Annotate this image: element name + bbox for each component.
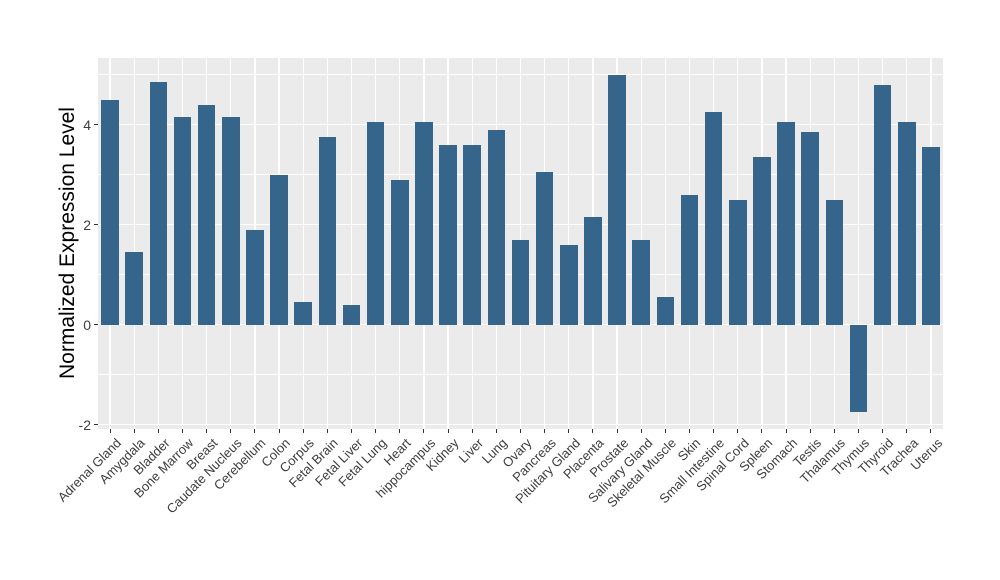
bar-cerebellum <box>246 229 264 325</box>
bar-pancreas <box>535 172 554 325</box>
category-gridline <box>857 58 860 429</box>
x-tick-mark <box>447 429 449 433</box>
y-tick-label: -2 <box>78 416 91 433</box>
bar-spinal-cord <box>728 199 747 325</box>
bar-liver <box>463 144 481 325</box>
bar-small-intestine <box>704 112 723 325</box>
bar-kidney <box>439 144 457 325</box>
x-tick-mark <box>423 429 425 433</box>
x-tick-mark <box>713 429 715 433</box>
bar-colon <box>270 174 288 325</box>
x-tick-mark <box>640 429 642 433</box>
bar-heart <box>390 179 409 325</box>
bar-amygdala <box>125 252 143 325</box>
x-tick-mark <box>544 429 546 433</box>
x-tick-mark <box>326 429 328 433</box>
bar-bladder <box>149 82 168 325</box>
bar-fetal-lung <box>366 122 385 325</box>
x-tick-mark <box>833 429 835 433</box>
bar-prostate <box>608 74 626 325</box>
x-tick-mark <box>882 429 884 433</box>
x-tick-mark <box>471 429 473 433</box>
bar-ovary <box>511 239 530 325</box>
category-gridline <box>302 58 304 429</box>
bar-corpus <box>294 302 312 325</box>
bar-thalamus <box>825 199 844 325</box>
y-tick-mark <box>94 324 98 325</box>
bar-breast <box>197 104 216 325</box>
y-tick-mark <box>94 424 98 425</box>
bar-hippocampus <box>415 122 433 325</box>
bar-salivary-gland <box>632 239 650 325</box>
x-tick-mark <box>930 429 932 433</box>
x-tick-mark <box>616 429 618 433</box>
x-tick-mark <box>230 429 232 433</box>
bar-placenta <box>584 217 602 325</box>
x-tick-mark <box>737 429 739 433</box>
x-tick-mark <box>182 429 183 433</box>
y-axis-title: Normalized Expression Level <box>56 107 79 379</box>
bar-skeletal-muscle <box>656 297 675 325</box>
x-tick-mark <box>254 429 256 433</box>
x-tick-mark <box>520 429 521 433</box>
category-gridline <box>133 58 135 429</box>
bar-lung <box>487 129 506 325</box>
bar-spleen <box>753 157 771 325</box>
bar-fetal-brain <box>318 137 337 325</box>
y-tick-mark <box>94 224 98 225</box>
bar-trachea <box>897 122 916 325</box>
x-tick-mark <box>761 429 763 433</box>
bar-uterus <box>922 147 940 325</box>
bar-pituitary-gland <box>559 244 578 325</box>
x-tick-mark <box>375 429 377 433</box>
x-tick-mark <box>689 429 690 433</box>
x-tick-mark <box>302 429 304 433</box>
x-tick-mark <box>785 429 787 433</box>
bar-bone-marrow <box>173 117 192 325</box>
x-tick-mark <box>351 429 352 433</box>
x-tick-mark <box>133 429 135 433</box>
x-tick-mark <box>858 429 859 433</box>
y-tick-mark <box>94 124 98 125</box>
x-tick-mark <box>906 429 908 433</box>
category-gridline <box>568 58 570 429</box>
bar-testis <box>801 132 819 325</box>
x-tick-mark <box>399 429 401 433</box>
y-tick-label: 2 <box>83 216 91 233</box>
x-tick-mark <box>157 429 159 433</box>
bar-stomach <box>777 122 795 325</box>
plot-panel <box>98 58 943 429</box>
x-tick-mark <box>809 429 811 433</box>
bar-adrenal-gland <box>101 99 119 325</box>
bar-caudate-nucleus <box>221 117 240 325</box>
bar-thymus <box>849 324 868 412</box>
category-gridline <box>350 58 353 429</box>
x-tick-mark <box>592 429 594 433</box>
x-tick-mark <box>278 429 280 433</box>
bar-fetal-liver <box>342 304 361 325</box>
x-tick-mark <box>495 429 497 433</box>
y-tick-label: 0 <box>83 316 91 333</box>
y-tick-label: 4 <box>83 116 91 133</box>
x-tick-mark <box>664 429 666 433</box>
bar-skin <box>680 194 699 325</box>
bar-thyroid <box>873 84 892 325</box>
x-tick-mark <box>568 429 570 433</box>
category-gridline <box>664 58 667 429</box>
x-tick-mark <box>109 429 111 433</box>
x-tick-mark <box>206 429 208 433</box>
